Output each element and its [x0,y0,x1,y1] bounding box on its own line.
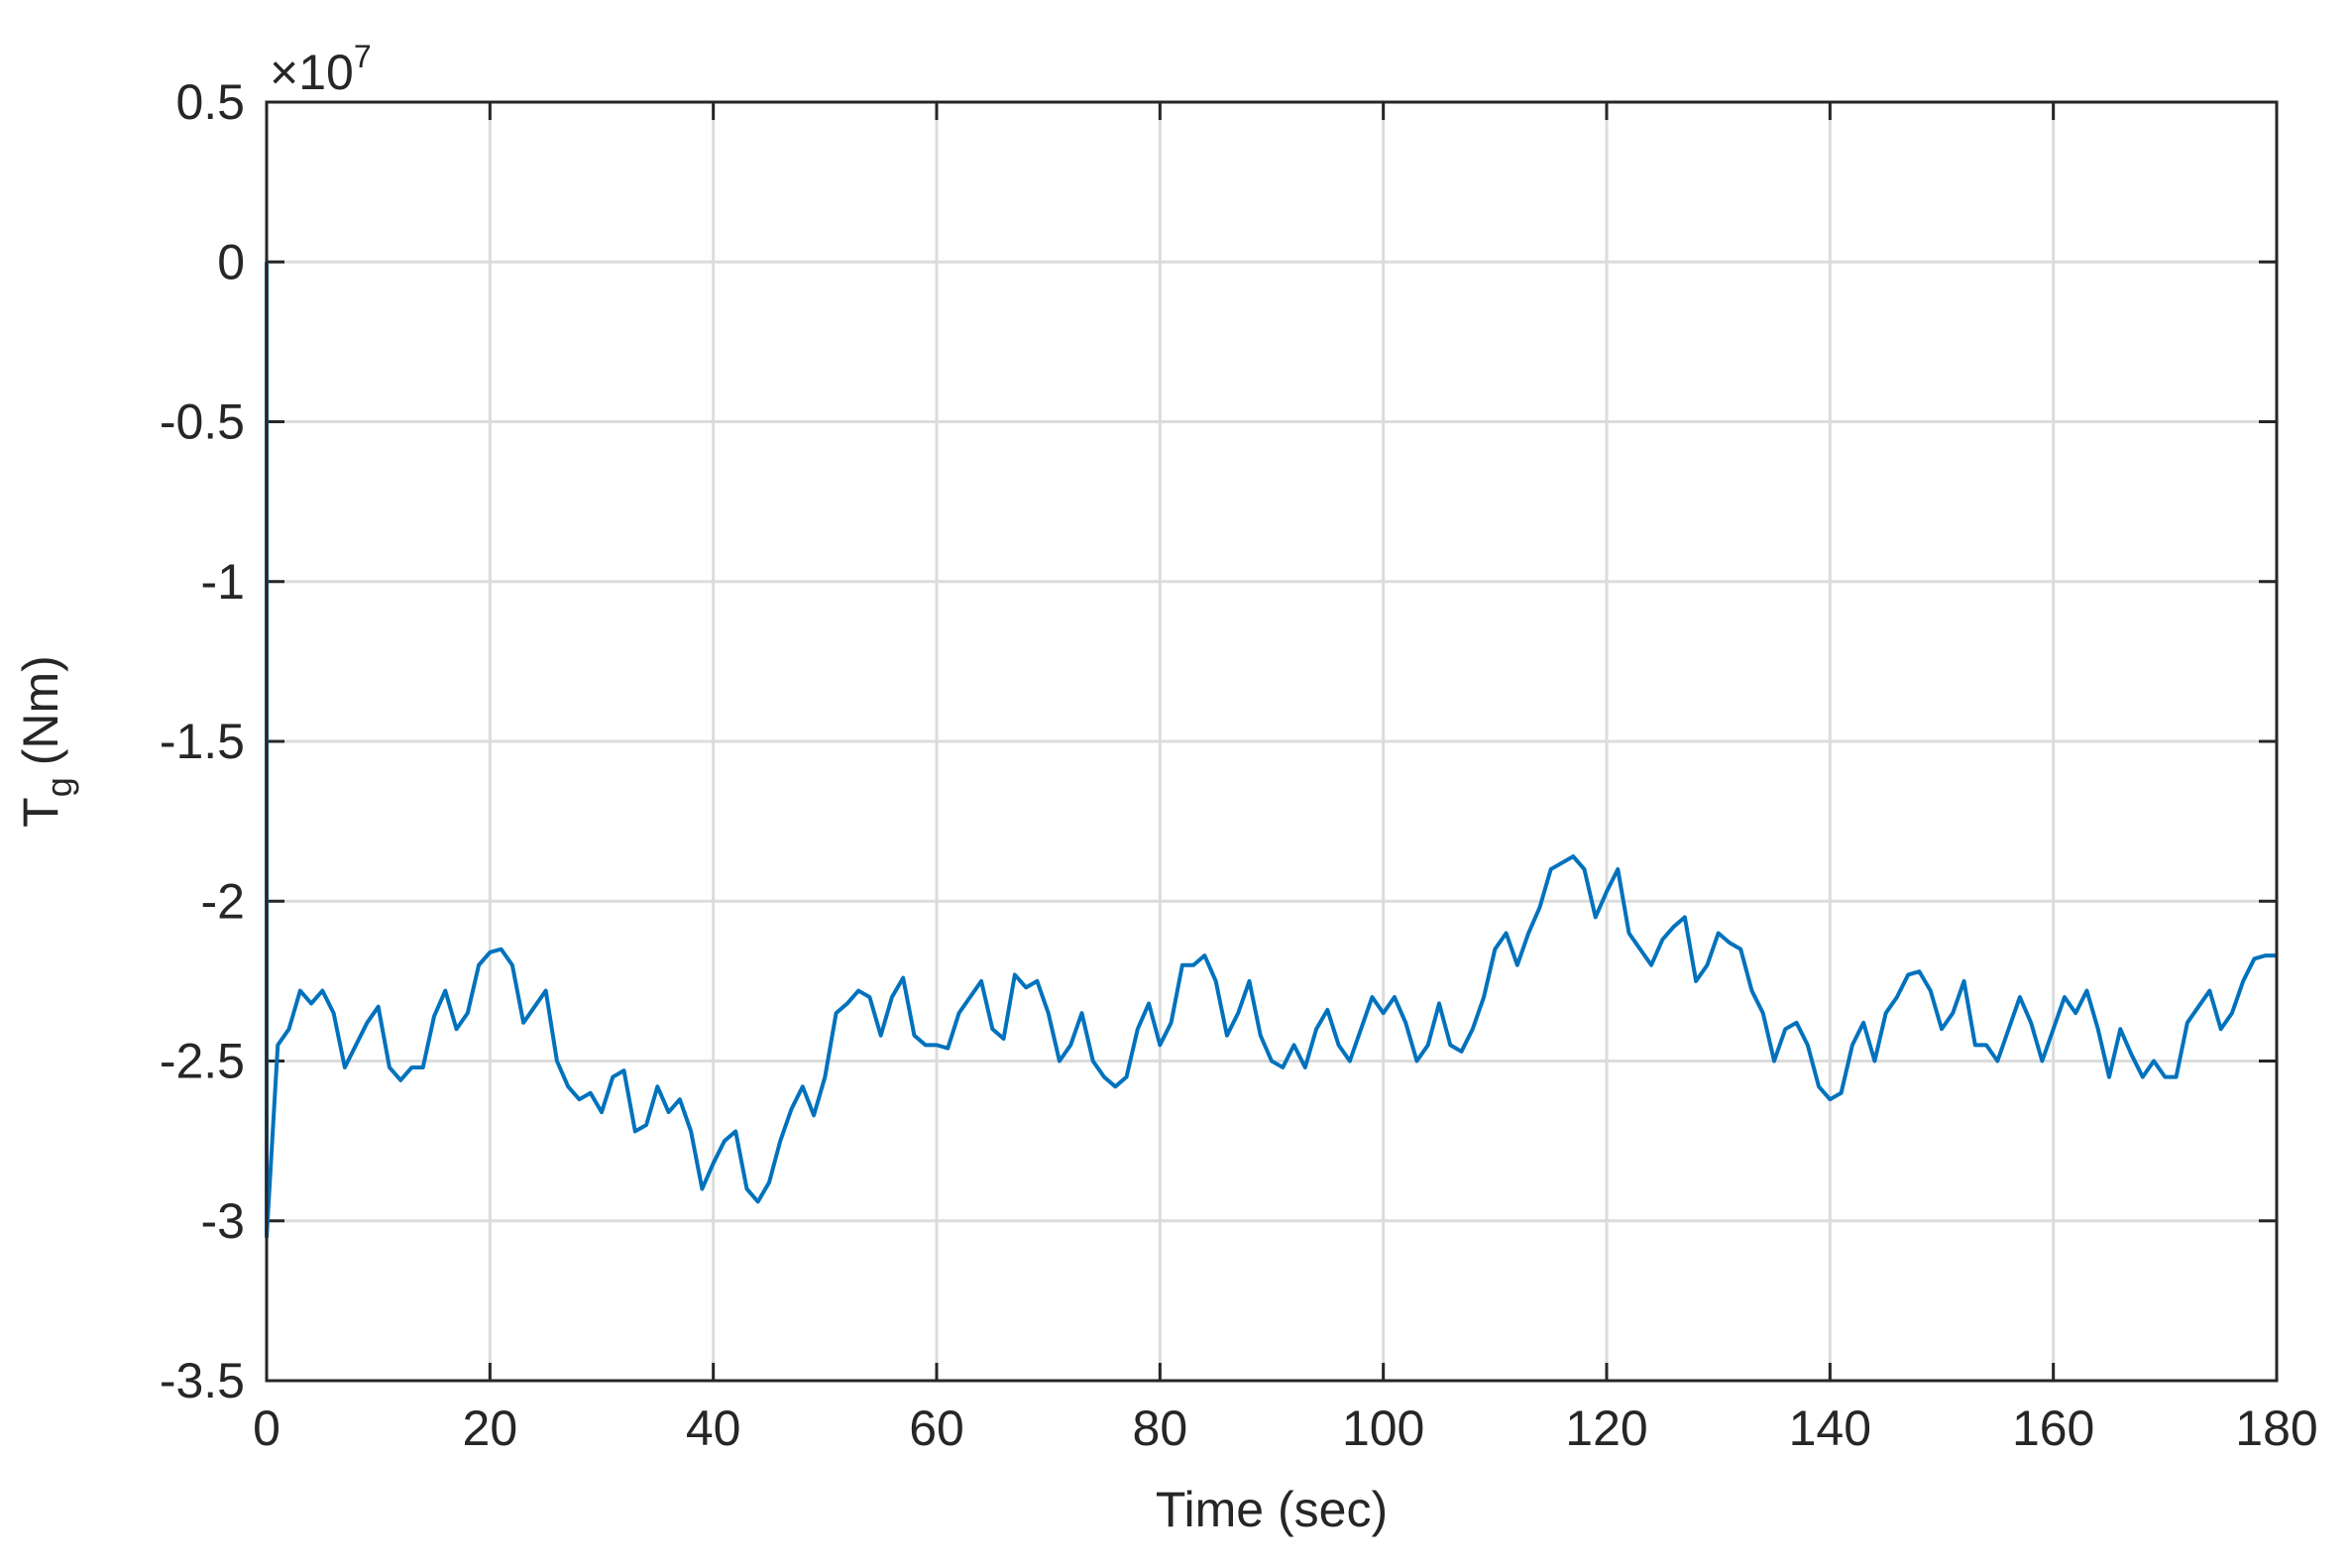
x-tick-label: 120 [1565,1400,1647,1456]
y-tick-label: -1.5 [160,714,245,769]
y-multiplier: ×107 [270,39,372,100]
y-tick-label: 0.5 [175,74,245,130]
x-tick-label: 180 [2235,1400,2317,1456]
plot-frame [265,100,2279,1383]
y-axis-label: Tg (Nm) [13,655,79,828]
data-line [265,262,2277,1239]
y-multiplier-exp: 7 [354,39,372,74]
x-tick-label: 60 [909,1400,964,1456]
y-tick-label: -2.5 [160,1034,245,1089]
x-tick-label: 140 [1789,1400,1871,1456]
y-label-sub: g [39,777,79,797]
x-tick-label: 100 [1342,1400,1424,1456]
x-tick-label: 20 [463,1400,518,1456]
x-tick-label: 160 [2012,1400,2094,1456]
y-tick-label: -2 [201,873,245,929]
y-tick-label: -1 [201,554,245,610]
y-tick-label: -3.5 [160,1353,245,1408]
x-tick-label: 40 [686,1400,741,1456]
y-tick-label: -3 [201,1193,245,1249]
x-tick-label: 80 [1133,1400,1188,1456]
y-tick-label: -0.5 [160,394,245,450]
y-label-main: T [13,797,68,828]
x-axis-label: Time (sec) [1156,1482,1388,1537]
y-label-unit: (Nm) [13,655,68,765]
x-tick-label: 0 [253,1400,280,1456]
y-multiplier-base: ×10 [270,45,354,100]
y-tick-label: 0 [217,234,245,289]
